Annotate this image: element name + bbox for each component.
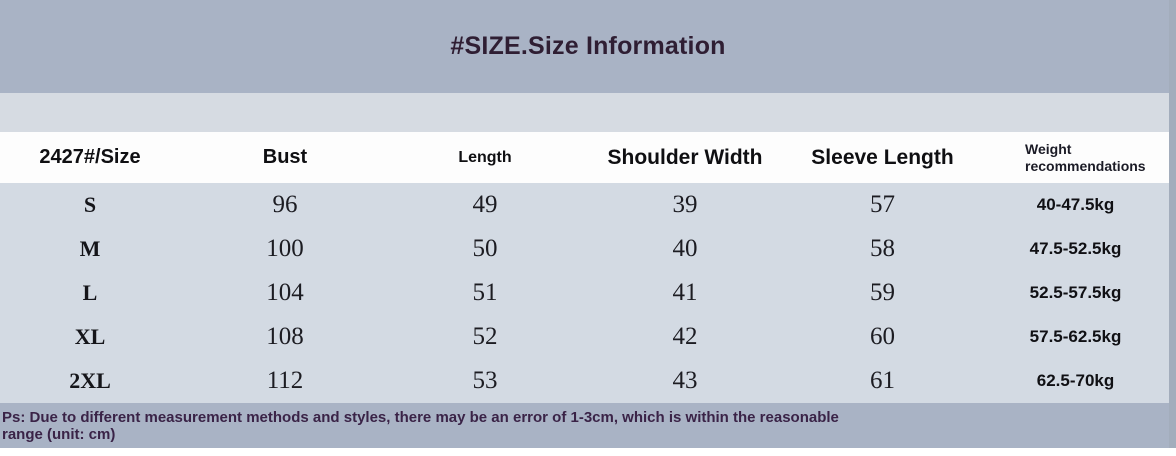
table-row-l: L 104 51 41 59 52.5-57.5kg	[0, 271, 1176, 315]
table-row-2xl: 2XL 112 53 43 61 62.5-70kg	[0, 359, 1176, 403]
bottom-white-strip	[0, 448, 1176, 456]
shoulder-cell: 40	[672, 235, 698, 262]
footer-note: Ps: Due to different measurement methods…	[2, 408, 839, 443]
table-row-s: S 96 49 39 57 40-47.5kg	[0, 183, 1176, 227]
column-header-weight-label: Weight recommendations	[1025, 140, 1146, 174]
spacer-band	[0, 93, 1176, 132]
right-edge-strip	[1169, 0, 1176, 448]
column-header-length: Length	[458, 148, 512, 166]
length-cell: 51	[472, 279, 498, 306]
weight-cell: 62.5-70kg	[1036, 371, 1115, 390]
column-header-weight-recommendations: Weight recommendations	[975, 141, 1176, 175]
size-cell: 2XL	[69, 368, 111, 393]
column-header-bust: Bust	[262, 146, 308, 168]
sleeve-cell: 57	[870, 191, 895, 218]
footer-note-band: Ps: Due to different measurement methods…	[0, 403, 1176, 448]
shoulder-cell: 42	[672, 323, 698, 350]
bust-cell: 96	[272, 191, 298, 218]
size-cell: S	[83, 192, 97, 217]
bust-cell: 108	[266, 323, 304, 350]
sleeve-cell: 59	[870, 279, 895, 306]
shoulder-cell: 41	[672, 279, 698, 306]
length-cell: 49	[472, 191, 498, 218]
sleeve-cell: 61	[870, 367, 895, 394]
size-cell: XL	[74, 324, 106, 349]
length-cell: 53	[472, 367, 498, 394]
title-banner: #SIZE.Size Information	[0, 0, 1176, 93]
column-header-sleeve-length: Sleeve Length	[811, 145, 954, 169]
size-cell: M	[79, 236, 101, 261]
table-row-xl: XL 108 52 42 60 57.5-62.5kg	[0, 315, 1176, 359]
bust-cell: 112	[266, 367, 304, 394]
weight-cell: 47.5-52.5kg	[1029, 239, 1122, 258]
column-header-shoulder-width: Shoulder Width	[607, 145, 763, 169]
shoulder-cell: 39	[672, 191, 698, 218]
table-row-m: M 100 50 40 58 47.5-52.5kg	[0, 227, 1176, 271]
length-cell: 50	[472, 235, 498, 262]
length-cell: 52	[472, 323, 498, 350]
sleeve-cell: 60	[870, 323, 895, 350]
table-header-row: 2427#/Size Bust Length Shoulder Width Sl…	[0, 132, 1176, 183]
table-body: S 96 49 39 57 40-47.5kg M 100 50 40 58 4…	[0, 183, 1176, 403]
bust-cell: 100	[266, 235, 304, 262]
weight-cell: 40-47.5kg	[1036, 195, 1115, 214]
weight-cell: 57.5-62.5kg	[1029, 327, 1122, 346]
page-title: #SIZE.Size Information	[450, 32, 726, 60]
sleeve-cell: 58	[870, 235, 895, 262]
column-header-size: 2427#/Size	[39, 146, 141, 168]
shoulder-cell: 43	[672, 367, 698, 394]
size-cell: L	[82, 280, 98, 305]
bust-cell: 104	[266, 279, 304, 306]
weight-cell: 52.5-57.5kg	[1029, 283, 1122, 302]
